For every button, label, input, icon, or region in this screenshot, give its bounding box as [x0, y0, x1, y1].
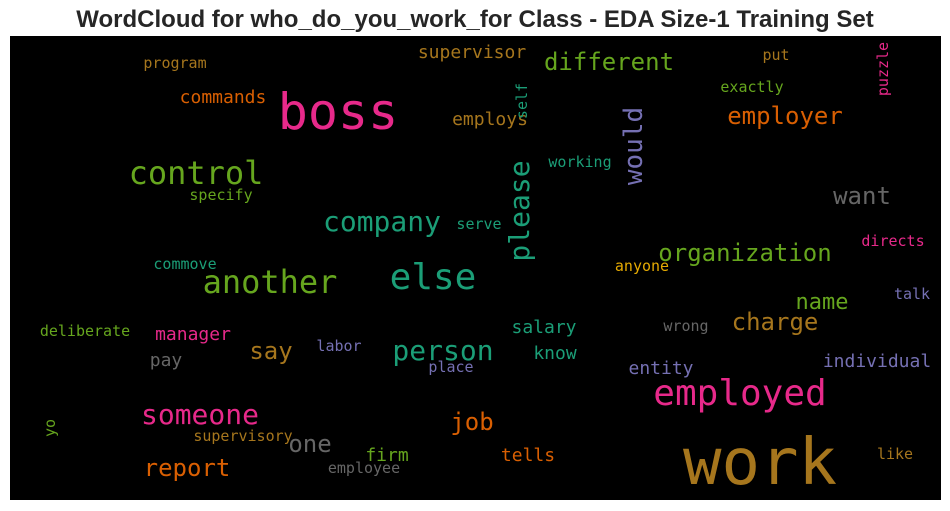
word-labor: labor	[316, 337, 361, 355]
word-report: report	[144, 454, 231, 482]
word-salary: salary	[511, 317, 576, 338]
word-someone: someone	[141, 398, 259, 431]
word-job: job	[450, 408, 493, 436]
word-talk: talk	[894, 285, 930, 303]
word-puzzle: puzzle	[874, 42, 892, 96]
word-deliberate: deliberate	[40, 322, 130, 340]
word-name: name	[796, 290, 849, 315]
word-say: say	[249, 337, 292, 365]
word-else: else	[390, 257, 477, 298]
word-organization: organization	[658, 239, 831, 267]
word-yo: yo	[41, 419, 59, 437]
word-company: company	[323, 205, 441, 238]
word-anyone: anyone	[615, 257, 669, 275]
word-like: like	[877, 445, 913, 463]
word-program: program	[143, 54, 206, 72]
word-employee: employee	[328, 459, 400, 477]
word-employed: employed	[653, 373, 826, 414]
word-commove: commove	[153, 255, 216, 273]
word-want: want	[833, 182, 891, 210]
word-directs: directs	[861, 232, 924, 250]
word-entity: entity	[628, 358, 693, 379]
word-would: would	[619, 107, 649, 185]
word-one: one	[288, 430, 331, 458]
word-boss: boss	[278, 83, 398, 141]
word-manager: manager	[155, 324, 231, 345]
word-wrong: wrong	[663, 317, 708, 335]
chart-title: WordCloud for who_do_you_work_for Class …	[76, 6, 874, 33]
word-exactly: exactly	[720, 78, 783, 96]
wordcloud-canvas: work boss employed else another control someon…	[10, 36, 941, 500]
word-individual: individual	[823, 351, 931, 372]
word-place: place	[428, 358, 473, 376]
word-put: put	[762, 46, 789, 64]
word-another: another	[203, 263, 338, 301]
word-serve: serve	[456, 215, 501, 233]
word-different: different	[544, 48, 674, 76]
word-commands: commands	[180, 87, 267, 108]
wordcloud-background	[10, 36, 941, 500]
word-supervisory: supervisory	[193, 427, 292, 445]
word-supervisor: supervisor	[418, 42, 527, 63]
word-firm: firm	[365, 445, 408, 466]
word-tells: tells	[501, 445, 555, 466]
word-control: control	[129, 154, 264, 192]
word-pay: pay	[150, 350, 183, 371]
word-self: self	[513, 83, 531, 119]
word-know: know	[533, 343, 577, 364]
word-work: work	[683, 426, 837, 500]
word-please: please	[503, 160, 536, 261]
word-specify: specify	[189, 186, 252, 204]
word-person: person	[392, 334, 493, 367]
word-working: working	[548, 153, 611, 171]
word-employs: employs	[452, 109, 528, 130]
word-employer: employer	[727, 102, 843, 130]
word-charge: charge	[732, 308, 819, 336]
